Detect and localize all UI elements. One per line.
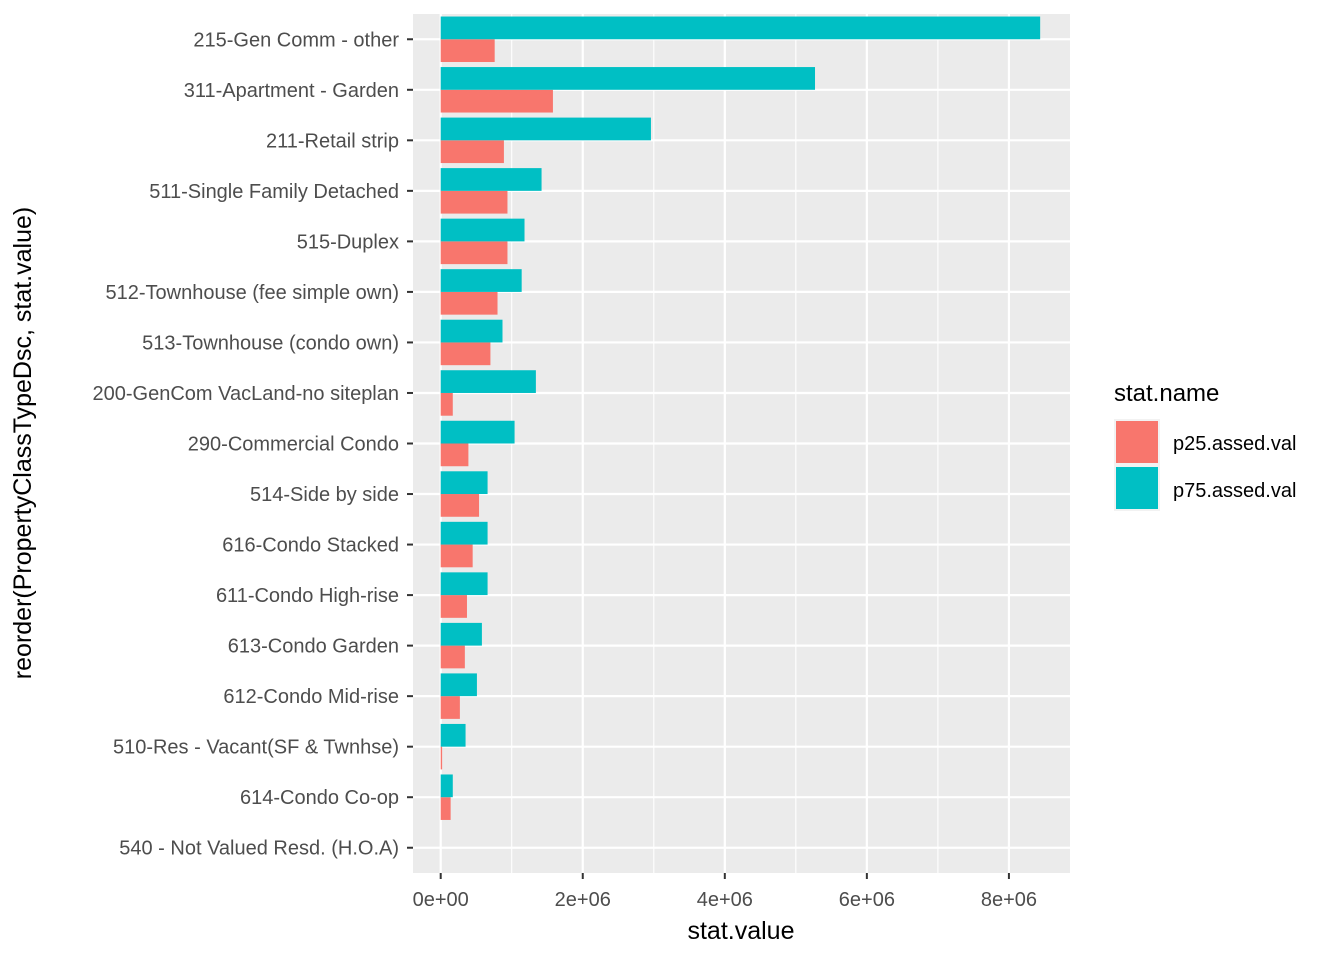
y-tick-label: 540 - Not Valued Resd. (H.O.A) [119, 838, 399, 860]
y-tick-label: 611-Condo High-rise [216, 585, 399, 607]
bar-p25-assed-val [440, 89, 553, 113]
y-tick-label: 513-Townhouse (condo own) [142, 332, 399, 354]
y-axis: 215-Gen Comm - other 311-Apartment - Gard… [93, 29, 413, 860]
legend: stat.name p25.assed.val p75.assed.val [1114, 380, 1296, 511]
y-tick-label: 514-Side by side [250, 484, 399, 506]
x-tick-label: 8e+06 [981, 889, 1037, 911]
bar-p75-assed-val [440, 16, 1041, 40]
bar-p25-assed-val [440, 140, 504, 164]
bar-p75-assed-val [440, 673, 477, 697]
y-tick-label: 614-Condo Co-op [240, 787, 399, 809]
x-axis-title: stat.value [687, 917, 794, 945]
bar-p75-assed-val [440, 572, 488, 596]
legend-swatch-p75 [1116, 467, 1158, 509]
y-tick-label: 200-GenCom VacLand-no siteplan [93, 383, 399, 405]
x-tick-label: 0e+00 [413, 889, 469, 911]
y-tick-label: 616-Condo Stacked [222, 535, 399, 557]
bar-p25-assed-val [440, 494, 480, 517]
y-tick-label: 511-Single Family Detached [149, 181, 399, 203]
bar-p25-assed-val [440, 39, 495, 63]
bar-p75-assed-val [440, 774, 453, 798]
bar-p25-assed-val [440, 696, 460, 719]
bar-p25-assed-val [440, 443, 469, 467]
y-axis-title: reorder(PropertyClassTypeDsc, stat.value… [9, 207, 37, 679]
bar-p75-assed-val [440, 269, 522, 292]
bar-p25-assed-val [440, 392, 453, 416]
bar-p75-assed-val [440, 723, 466, 747]
y-tick-label: 311-Apartment - Garden [184, 80, 399, 102]
legend-swatch-p25 [1116, 421, 1158, 463]
y-tick-label: 211-Retail strip [266, 130, 399, 152]
bar-p75-assed-val [440, 370, 536, 393]
x-tick-label: 6e+06 [839, 889, 895, 911]
x-axis: 0e+00 2e+06 4e+06 6e+06 8e+06 [413, 873, 1037, 911]
bar-p75-assed-val [440, 218, 525, 242]
y-tick-label: 515-Duplex [297, 231, 399, 253]
bar-p25-assed-val [440, 797, 451, 820]
bar-p75-assed-val [440, 622, 482, 646]
bar-p75-assed-val [440, 67, 816, 90]
legend-label-p75: p75.assed.val [1173, 480, 1296, 502]
y-tick-label: 612-Condo Mid-rise [223, 686, 399, 708]
y-tick-label: 290-Commercial Condo [188, 434, 399, 456]
bar-p75-assed-val [440, 117, 651, 141]
y-tick-label: 215-Gen Comm - other [193, 29, 399, 51]
legend-label-p25: p25.assed.val [1173, 433, 1296, 455]
bar-p75-assed-val [440, 168, 542, 191]
bar-p25-assed-val [440, 595, 467, 618]
y-tick-label: 613-Condo Garden [228, 636, 399, 658]
bars [440, 16, 1041, 820]
bar-p75-assed-val [440, 521, 488, 545]
x-tick-label: 4e+06 [697, 889, 753, 911]
bar-p25-assed-val [440, 342, 491, 366]
bar-p75-assed-val [440, 471, 488, 495]
bar-p25-assed-val [440, 544, 473, 568]
bar-p25-assed-val [440, 746, 443, 770]
bar-p25-assed-val [440, 291, 498, 315]
bar-p25-assed-val [440, 241, 508, 265]
bar-p25-assed-val [440, 190, 508, 214]
legend-title: stat.name [1114, 380, 1219, 407]
bar-p25-assed-val [440, 645, 465, 669]
x-tick-label: 2e+06 [555, 889, 611, 911]
y-tick-label: 510-Res - Vacant(SF & Twnhse) [113, 737, 399, 759]
y-tick-label: 512-Townhouse (fee simple own) [106, 282, 400, 304]
bar-p75-assed-val [440, 420, 515, 444]
bar-p75-assed-val [440, 319, 503, 343]
